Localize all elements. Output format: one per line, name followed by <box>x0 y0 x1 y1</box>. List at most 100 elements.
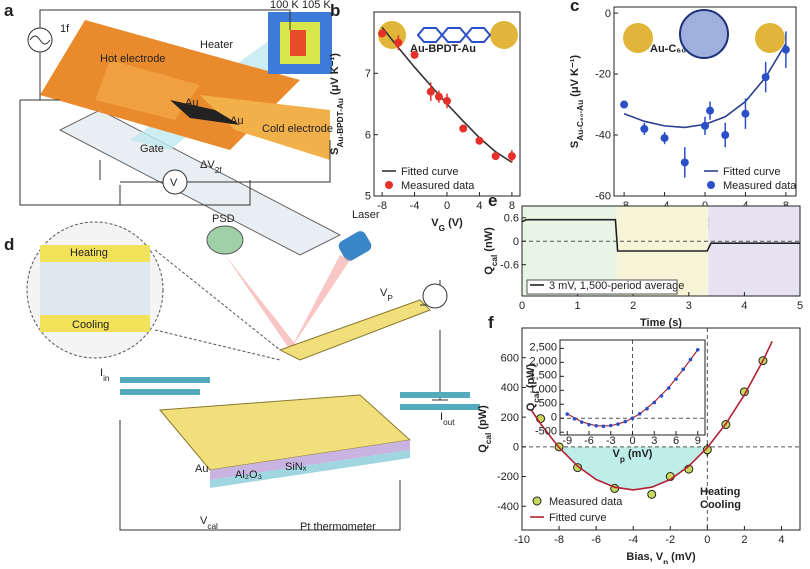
x-tick-label: -9 <box>562 435 572 447</box>
x-tick-label: -2 <box>665 534 675 546</box>
data-point <box>620 100 629 109</box>
y-axis-label-main: S <box>329 148 341 155</box>
x-tick-label: 0 <box>444 200 450 212</box>
x-axis-label-main: Bias, V <box>626 551 663 563</box>
x-tick-label: -8 <box>377 200 387 212</box>
legend-label: Measured data <box>723 180 797 192</box>
data-point <box>674 377 678 381</box>
y-axis-label-rest: (pW) <box>477 405 489 433</box>
diagram-label: PSD <box>212 213 235 225</box>
y-tick-label: -40 <box>595 130 611 142</box>
data-point <box>565 412 570 416</box>
x-tick-label: 8 <box>509 200 515 212</box>
data-point <box>594 423 599 428</box>
data-point <box>721 131 730 140</box>
y-axis-label-sub: cal <box>484 433 493 444</box>
y-axis-label: Qcal (nW) <box>483 227 499 275</box>
diagram-label-sub: out <box>443 418 455 427</box>
diagram-label: Cooling <box>72 319 109 331</box>
y-tick-label: 0 <box>513 236 519 248</box>
y-tick-label: 600 <box>501 352 519 364</box>
data-point <box>741 109 750 118</box>
data-point <box>475 136 484 145</box>
x-tick-label: 4 <box>476 200 482 212</box>
y-axis-label-main: Q <box>477 444 489 453</box>
y-axis-label-sub: cal <box>490 255 499 266</box>
x-axis-label: Bias, Vp (mV) <box>626 551 696 564</box>
x-tick-label: 2 <box>630 300 636 312</box>
x-tick-label: 4 <box>741 300 747 312</box>
y-tick-label: 1,000 <box>529 384 557 396</box>
diagram-label: Vcal <box>200 515 218 531</box>
x-tick-label: -8 <box>554 534 564 546</box>
diagram-label: V <box>170 177 178 189</box>
diagram-label: Gate <box>140 143 164 155</box>
y-tick-label: 2,000 <box>529 356 557 368</box>
panel-d-art <box>26 221 480 531</box>
data-point <box>688 357 693 362</box>
data-point <box>681 367 686 372</box>
x-tick-label: 2 <box>741 534 747 546</box>
electrode <box>490 21 518 49</box>
legend-label: Measured data <box>549 496 623 508</box>
fullerene <box>679 9 729 59</box>
y-axis-label-rest: (pW) <box>525 363 537 391</box>
data-point <box>507 152 516 161</box>
x-tick-label: 0 <box>704 534 710 546</box>
panel-label: b <box>330 1 340 20</box>
panel-label: d <box>4 235 14 254</box>
series-line <box>521 218 800 252</box>
x-axis-label-sub: p <box>620 455 625 464</box>
data-point <box>410 50 419 59</box>
diagram-label: VP <box>380 287 393 303</box>
y-tick-label: 0.6 <box>504 212 519 224</box>
legend-swatch <box>385 181 393 189</box>
x-axis-label-main: V <box>431 217 439 229</box>
diagram-label-sub: in <box>103 374 110 383</box>
x-tick-label: -4 <box>628 534 638 546</box>
data-point <box>587 422 591 427</box>
diagram-label-sub: 2f <box>215 166 223 175</box>
legend-label: 3 mV, 1,500-period average <box>549 280 684 292</box>
x-tick-label: -6 <box>584 435 594 447</box>
legend-label: Fitted curve <box>549 512 606 524</box>
legend-label: Fitted curve <box>401 166 458 178</box>
x-axis-label-sub: G <box>439 224 445 233</box>
data-point <box>491 152 500 161</box>
diagram-label-main: V <box>380 287 388 299</box>
data-point <box>459 124 468 133</box>
data-point <box>701 121 709 130</box>
diagram-label: Heating <box>70 247 108 259</box>
y-axis-label: SAu-C₆₀-Au (μV K⁻¹) <box>569 55 585 149</box>
diagram-label: Au <box>230 115 243 127</box>
panel-label: f <box>488 313 494 332</box>
plot-frame <box>521 205 801 297</box>
data-point <box>761 73 770 82</box>
diagram-label-main: I <box>100 367 103 379</box>
data-point <box>706 106 715 115</box>
data-point <box>630 416 635 421</box>
diagram-label: 100 K <box>270 0 299 11</box>
x-axis-label-rest: (mV) <box>625 448 653 460</box>
diagram-label-main: I <box>440 411 443 423</box>
y-axis-label: SAu-BPDT-Au (μV K⁻¹) <box>329 53 345 155</box>
electrode <box>755 23 785 53</box>
x-axis-label-main: V <box>613 448 621 460</box>
y-axis-label-sub: Au-BPDT-Au <box>336 98 345 148</box>
series-line <box>530 341 773 491</box>
x-tick-label: 3 <box>651 435 657 447</box>
data-point <box>394 38 403 47</box>
panel-label: c <box>570 0 579 15</box>
diagram-label: Cold electrode <box>262 123 333 135</box>
diagram-label-main: V <box>200 515 208 527</box>
diagram-label: SiNₓ <box>285 461 307 473</box>
x-tick-label: -4 <box>410 200 420 212</box>
y-tick-label: 0 <box>551 412 557 424</box>
y-axis-label-sub: cal <box>532 391 541 402</box>
data-point <box>666 386 671 390</box>
y-axis-label-main: Q <box>483 266 495 275</box>
y-axis-label: Qcal (pW) <box>477 405 493 453</box>
diagram-label: Laser <box>352 209 380 221</box>
ring <box>464 27 492 43</box>
x-axis-label-rest: (mV) <box>668 551 696 563</box>
